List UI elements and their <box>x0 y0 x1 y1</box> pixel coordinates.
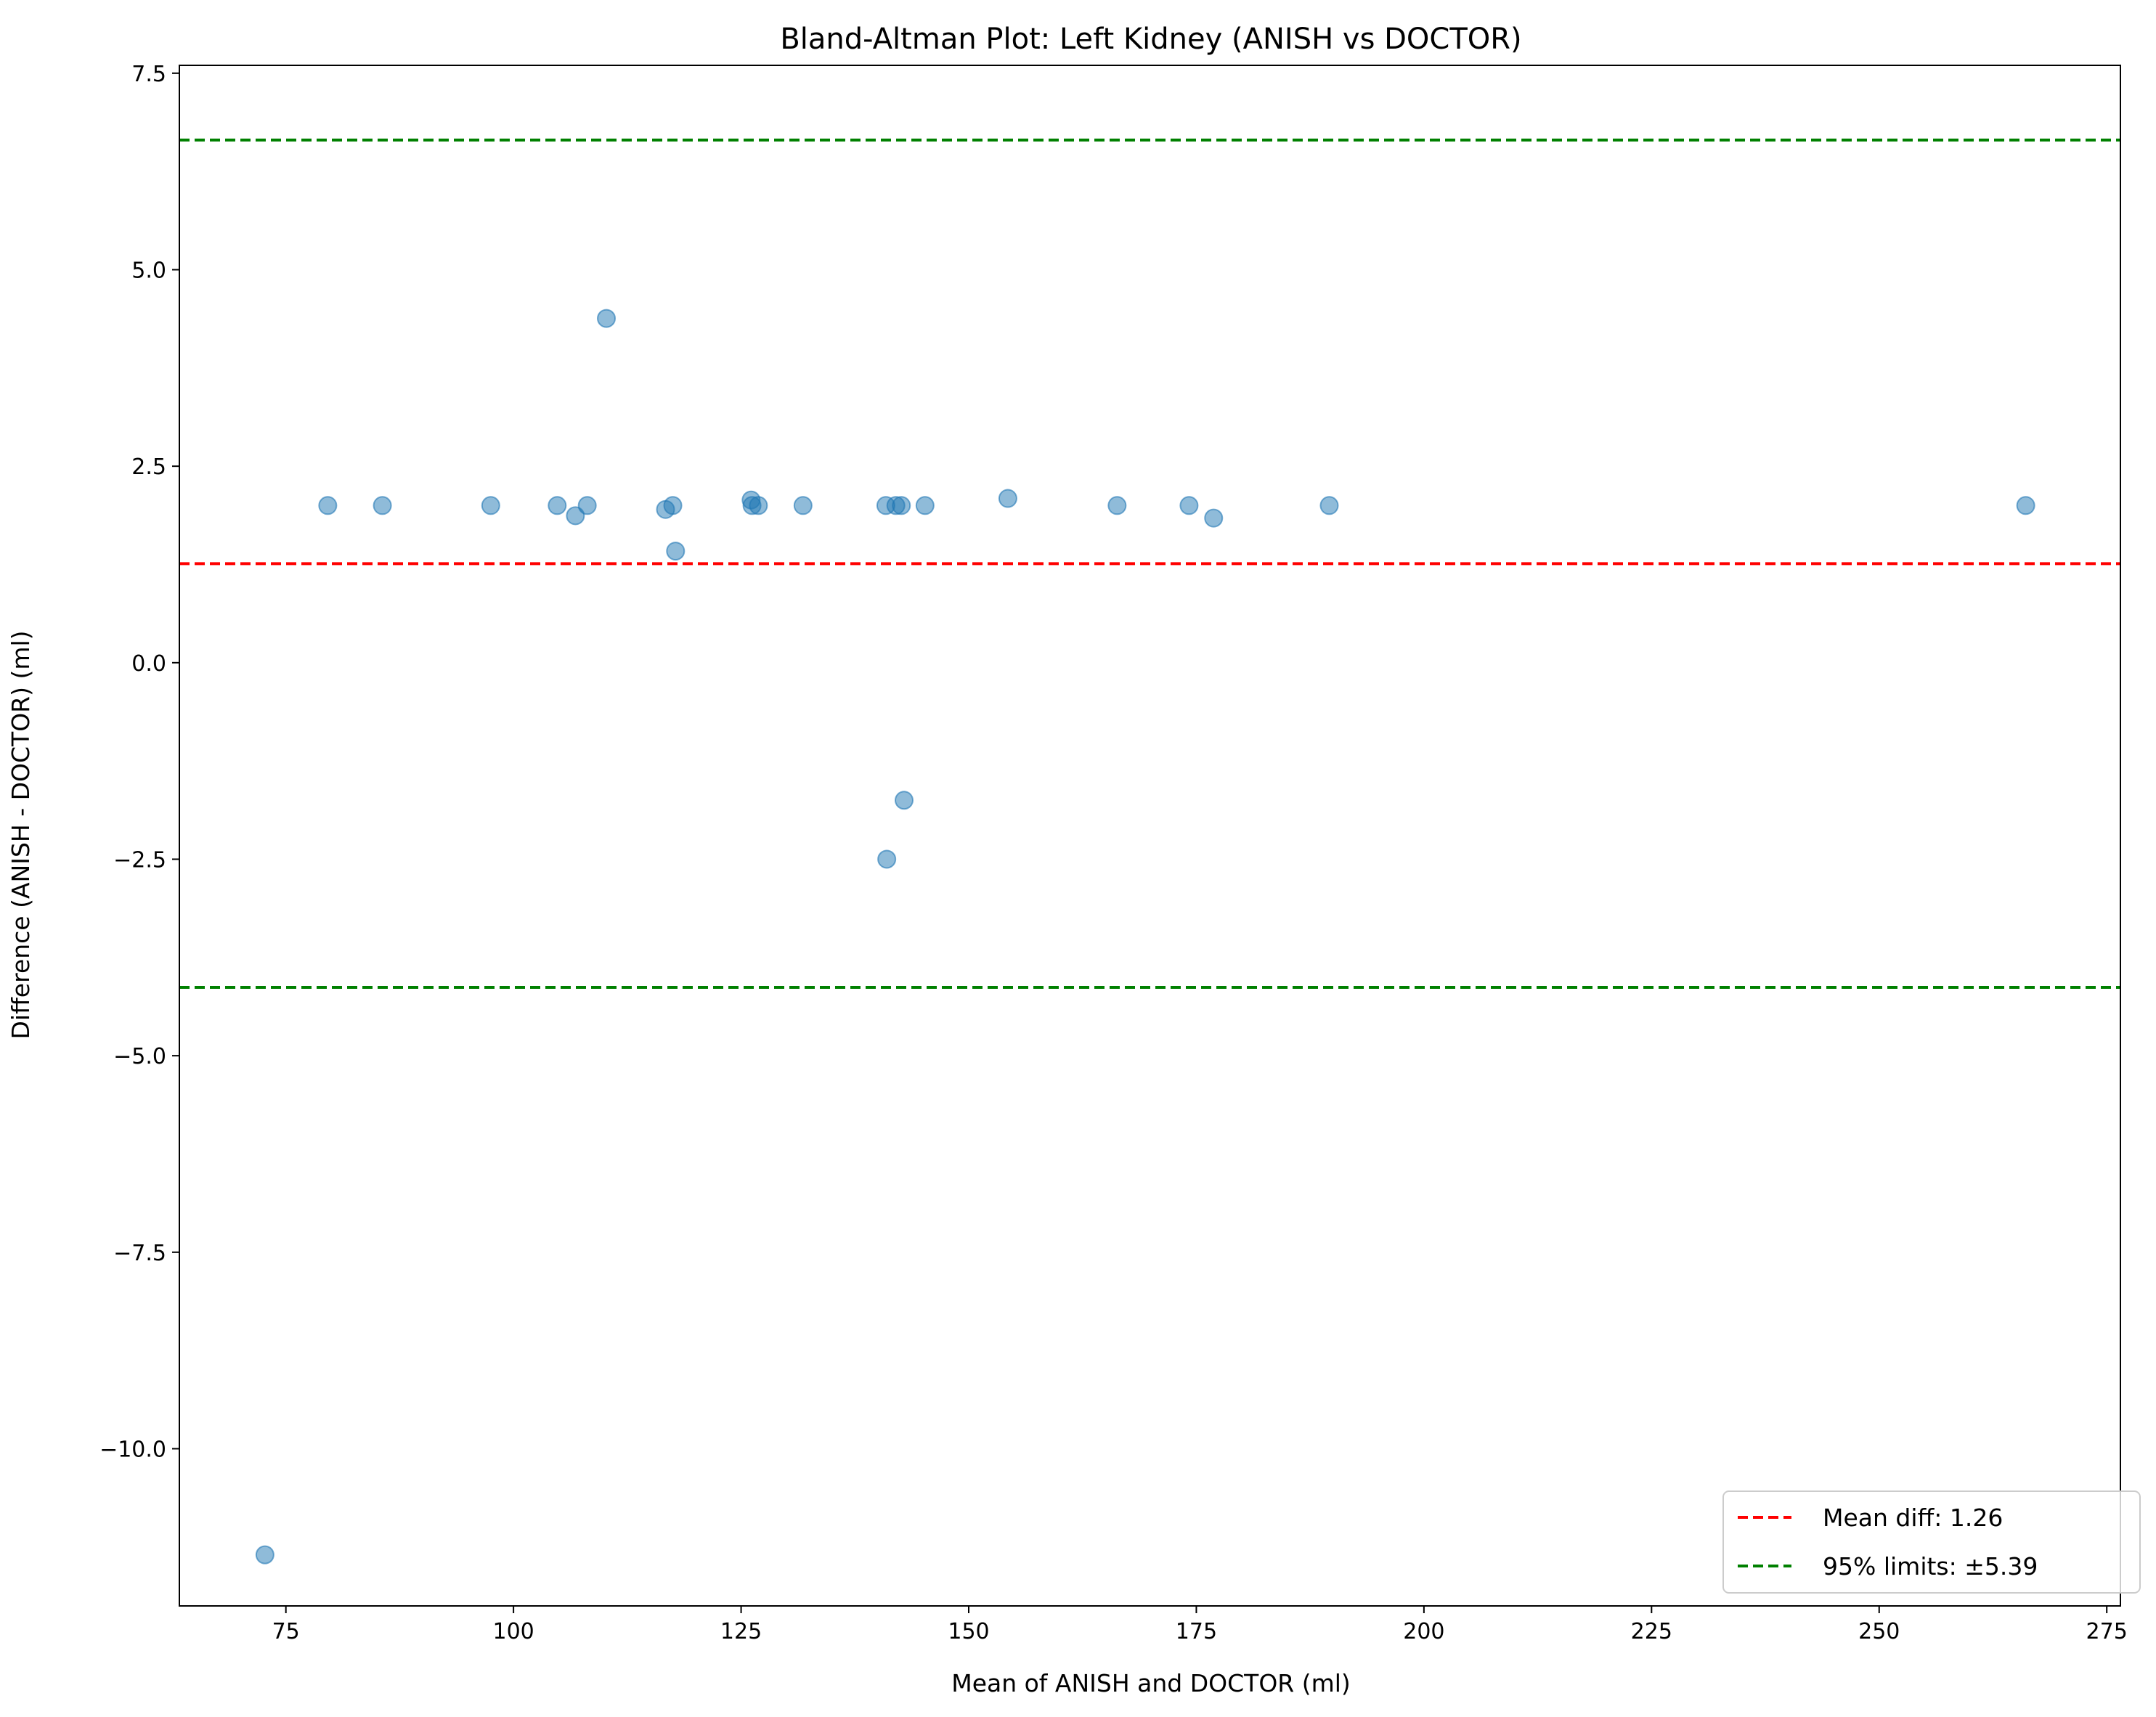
data-point <box>373 496 392 515</box>
data-point <box>255 1545 274 1565</box>
data-point <box>793 496 813 515</box>
data-point <box>915 496 935 515</box>
data-points <box>255 309 2035 1565</box>
data-point <box>663 496 683 515</box>
data-point <box>566 506 585 526</box>
data-point <box>577 496 597 515</box>
plot-frame <box>179 65 2121 1607</box>
x-tick-label: 75 <box>272 1619 300 1644</box>
reference-lines <box>179 138 2120 989</box>
data-point <box>892 496 911 515</box>
y-tick-label: 2.5 <box>131 454 166 480</box>
x-tick-label: 275 <box>2086 1619 2128 1644</box>
legend-label-95-limits: 95% limits: ±5.39 <box>1823 1552 2038 1581</box>
x-axis-ticks: 75 100 125 150 175 200 225 250 275 <box>272 1606 2128 1644</box>
x-tick-label: 225 <box>1631 1619 1672 1644</box>
y-tick-label: 0.0 <box>131 651 166 677</box>
x-tick-label: 200 <box>1403 1619 1444 1644</box>
data-point <box>1204 508 1224 528</box>
y-axis-label: Difference (ANISH - DOCTOR) (ml) <box>7 630 35 1039</box>
y-axis-ticks: −10.0 −7.5 −5.0 −2.5 0.0 2.5 5.0 7.5 <box>99 62 179 1462</box>
y-tick-label: −10.0 <box>99 1437 166 1462</box>
y-tick-label: 7.5 <box>131 62 166 87</box>
y-tick-label: −5.0 <box>113 1044 166 1069</box>
x-tick-label: 150 <box>948 1619 989 1644</box>
data-point <box>1107 496 1127 515</box>
data-point <box>666 542 686 561</box>
x-tick-label: 125 <box>720 1619 762 1644</box>
data-point <box>877 849 897 869</box>
data-point <box>548 496 567 515</box>
x-tick-label: 175 <box>1176 1619 1217 1644</box>
x-tick-label: 100 <box>492 1619 534 1644</box>
legend: Mean diff: 1.26 95% limits: ±5.39 <box>1722 1490 2141 1594</box>
data-point <box>1179 496 1199 515</box>
x-tick-label: 250 <box>1858 1619 1900 1644</box>
y-tick-label: −7.5 <box>113 1241 166 1266</box>
data-point <box>318 496 338 515</box>
data-point <box>998 489 1017 508</box>
legend-label-mean-diff: Mean diff: 1.26 <box>1823 1504 2003 1532</box>
data-point <box>481 496 500 515</box>
x-axis-label: Mean of ANISH and DOCTOR (ml) <box>951 1669 1351 1697</box>
data-point <box>894 791 914 810</box>
data-point <box>2016 496 2035 515</box>
y-tick-label: −2.5 <box>113 847 166 873</box>
data-point <box>749 496 768 515</box>
data-point <box>597 309 617 328</box>
legend-box <box>1722 1490 2141 1594</box>
y-tick-label: 5.0 <box>131 258 166 283</box>
data-point <box>1319 496 1339 515</box>
chart-title: Bland-Altman Plot: Left Kidney (ANISH vs… <box>780 23 1521 56</box>
